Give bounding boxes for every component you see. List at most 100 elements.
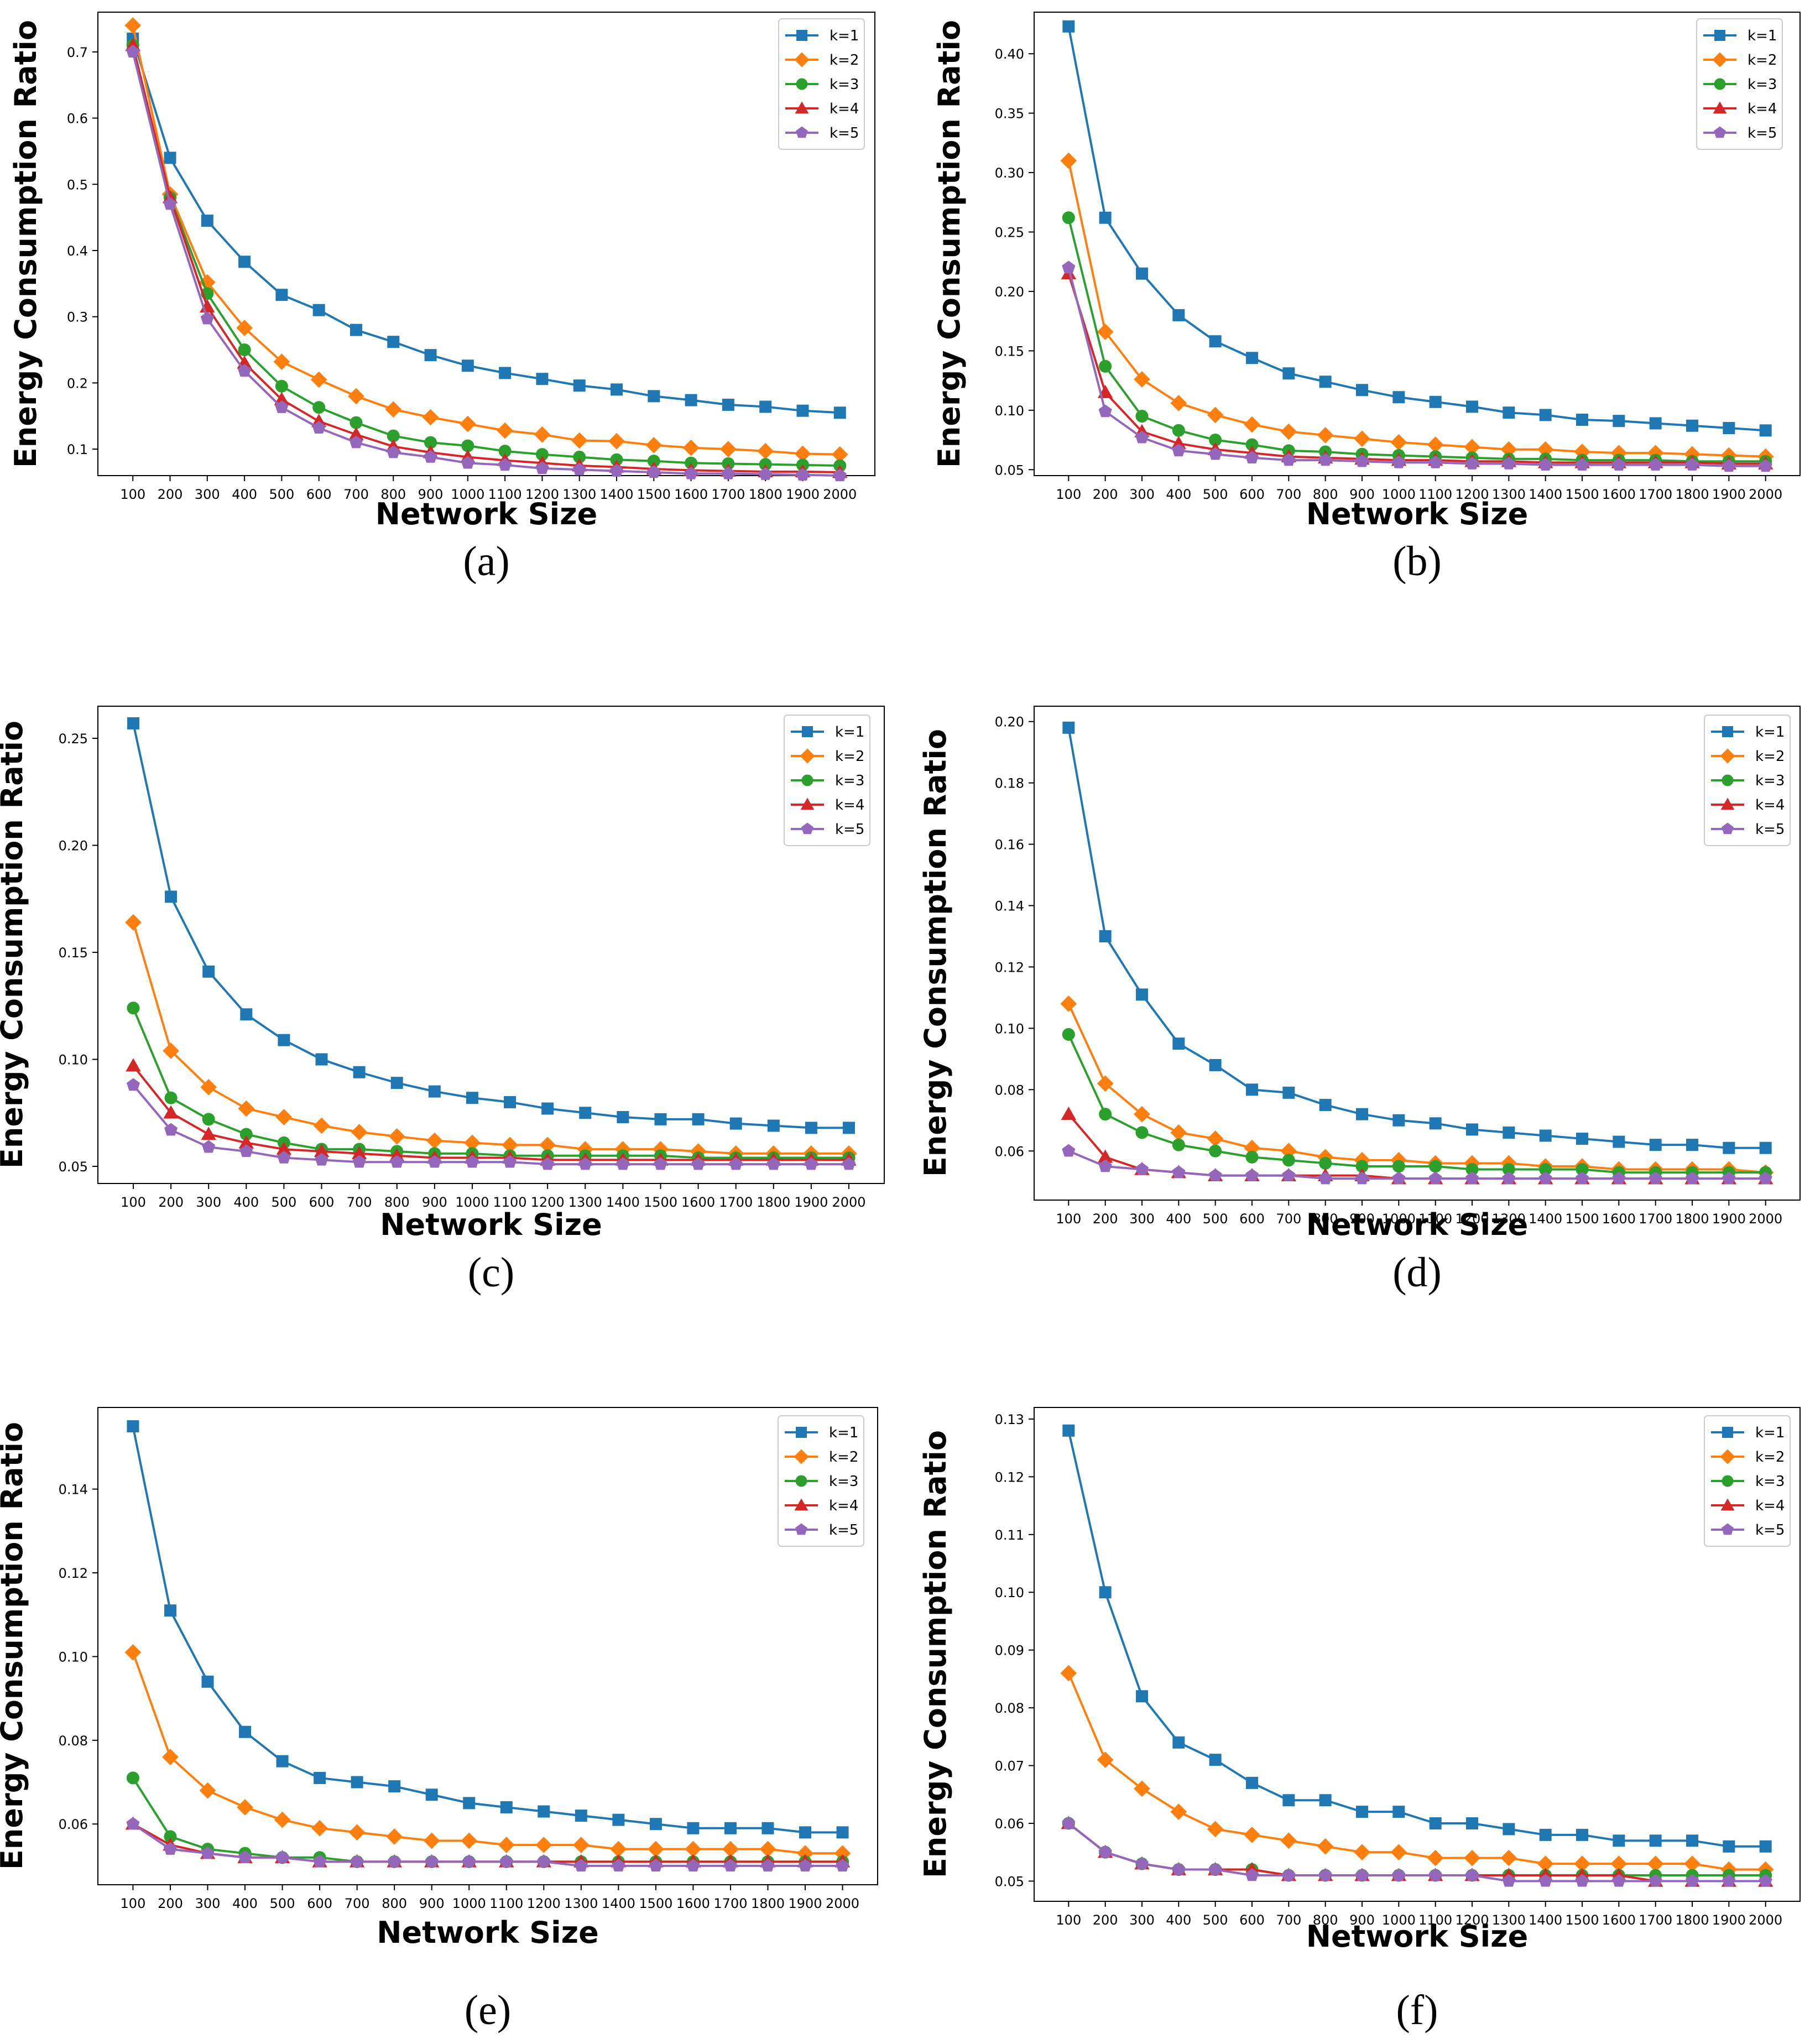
- data-point: [350, 416, 363, 429]
- data-point: [1172, 1862, 1186, 1875]
- data-point: [466, 1092, 478, 1104]
- data-point: [836, 1826, 849, 1839]
- y-tick-label: 0.2: [67, 376, 88, 391]
- data-point: [1060, 152, 1077, 169]
- chart-panel-2: 100 200 300 400 500 600 700 800 900 1000 1100 1200 1…: [932, 12, 1801, 585]
- data-point: [1282, 453, 1296, 466]
- x-tick-label: 1200: [525, 487, 559, 502]
- data-point: [388, 1854, 401, 1868]
- data-point: [1759, 1141, 1772, 1154]
- x-tick-label: 1400: [1529, 487, 1562, 502]
- data-point: [164, 1123, 178, 1136]
- data-point: [238, 1850, 252, 1864]
- x-tick-label: 600: [1239, 487, 1265, 502]
- data-point: [1099, 930, 1112, 942]
- data-point: [767, 1119, 780, 1132]
- series-line: [1067, 1034, 1766, 1174]
- series-line: [132, 1426, 843, 1834]
- data-point: [202, 965, 215, 978]
- legend-label: k=1: [1748, 28, 1777, 44]
- data-point: [497, 422, 513, 439]
- series-line: [132, 1084, 849, 1166]
- data-point: [502, 1136, 518, 1154]
- x-tick-label: 400: [232, 1896, 258, 1911]
- legend-label: k=4: [1755, 1498, 1785, 1514]
- data-point: [276, 1141, 292, 1155]
- data-point: [1209, 1058, 1222, 1071]
- legend-label: k=2: [830, 52, 859, 69]
- data-point: [1759, 1874, 1772, 1887]
- x-tick-label: 1500: [1565, 487, 1599, 502]
- series-line: [132, 1823, 843, 1867]
- data-point: [573, 379, 586, 392]
- x-tick-label: 100: [1056, 1912, 1081, 1928]
- data-point: [1172, 1037, 1185, 1050]
- data-point: [1319, 1099, 1332, 1112]
- data-point: [1207, 1130, 1224, 1147]
- series-k=5: [126, 1078, 856, 1170]
- x-tick-label: 1100: [488, 487, 522, 502]
- x-tick-label: 800: [380, 487, 406, 502]
- data-point: [424, 349, 437, 362]
- data-point: [350, 324, 362, 336]
- data-point: [796, 468, 810, 481]
- series-k=5: [126, 45, 847, 482]
- legend-marker: [800, 748, 815, 764]
- data-point: [1245, 352, 1258, 364]
- y-tick-label: 0.10: [995, 1021, 1024, 1036]
- data-point: [1390, 1844, 1407, 1861]
- data-point: [1649, 1874, 1662, 1887]
- x-tick-label: 600: [307, 1896, 332, 1911]
- data-point: [125, 914, 142, 931]
- data-point: [1464, 1849, 1480, 1866]
- data-point: [1429, 1117, 1442, 1130]
- data-point: [1613, 1834, 1625, 1847]
- y-tick-label: 0.10: [995, 403, 1024, 419]
- data-point: [722, 1840, 739, 1858]
- data-point: [461, 1832, 478, 1849]
- data-point: [313, 1117, 330, 1134]
- data-point: [239, 1144, 253, 1157]
- legend-label: k=1: [829, 1425, 858, 1441]
- data-point: [692, 1113, 705, 1125]
- data-point: [1134, 1780, 1150, 1797]
- data-point: [1502, 1874, 1516, 1887]
- x-tick-label: 600: [1239, 1211, 1265, 1227]
- legend-marker: [1713, 101, 1727, 114]
- data-point: [1576, 1828, 1589, 1841]
- x-tick-label: 500: [269, 487, 294, 502]
- axes-frame: [1034, 706, 1801, 1201]
- panel-label: (a): [463, 538, 509, 585]
- data-point: [766, 1157, 780, 1170]
- x-tick-label: 1800: [757, 1195, 790, 1210]
- data-point: [1099, 359, 1112, 373]
- data-point: [1282, 367, 1295, 380]
- legend-label: k=3: [830, 76, 859, 93]
- x-tick-label: 1300: [568, 1195, 602, 1210]
- data-point: [1538, 1874, 1552, 1887]
- data-point: [1354, 430, 1370, 447]
- data-point: [1574, 1855, 1590, 1872]
- data-point: [1723, 422, 1735, 435]
- x-tick-label: 100: [121, 1195, 146, 1210]
- data-point: [314, 1144, 330, 1157]
- data-point: [240, 1008, 253, 1021]
- data-point: [498, 1837, 515, 1853]
- legend-box: [1704, 1415, 1791, 1547]
- x-tick-label: 1000: [455, 1195, 489, 1210]
- legend: k=1 k=2 k=3 k=4 k=5: [1696, 18, 1783, 150]
- y-tick-label: 0.15: [995, 343, 1024, 359]
- x-tick-label: 1000: [1382, 487, 1416, 502]
- data-point: [1503, 406, 1515, 419]
- data-point: [352, 1155, 366, 1168]
- series-k=2: [124, 17, 848, 463]
- y-tick-label: 0.6: [67, 111, 88, 127]
- data-point: [1135, 1690, 1148, 1703]
- data-point: [465, 1155, 479, 1168]
- data-point: [805, 1122, 817, 1134]
- data-point: [831, 446, 848, 463]
- data-point: [1503, 1126, 1515, 1139]
- data-point: [574, 1859, 588, 1872]
- legend-marker: [1714, 30, 1725, 41]
